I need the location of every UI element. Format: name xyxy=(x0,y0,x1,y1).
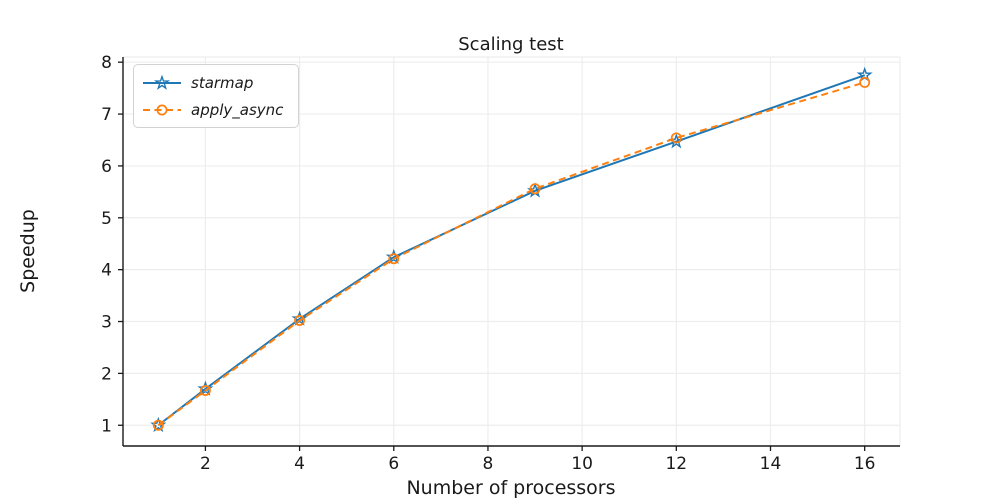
apply-async-line-sample-icon xyxy=(143,104,181,115)
circle-marker-apply_async xyxy=(529,183,541,195)
y-tick-label: 8 xyxy=(101,53,112,73)
series-line-apply_async xyxy=(157,81,865,427)
y-tick-label: 6 xyxy=(101,157,112,177)
circle-marker-apply_async xyxy=(388,253,400,265)
legend-item-starmap: starmap xyxy=(143,74,292,92)
y-tick-label: 2 xyxy=(101,364,112,384)
x-tick-label: 2 xyxy=(200,454,211,474)
circle-marker-apply_async xyxy=(199,385,211,396)
y-tick-label: 7 xyxy=(101,105,112,125)
circle-marker-apply_async xyxy=(294,315,306,326)
circle-marker-apply_async xyxy=(670,132,682,144)
grid-layer xyxy=(123,56,901,446)
series-layer xyxy=(150,66,873,433)
circle-marker-apply_async xyxy=(152,419,164,431)
y-axis-label: Speedup xyxy=(17,209,39,293)
legend: starmap apply_async xyxy=(133,64,299,128)
x-tick-label: 8 xyxy=(483,454,494,474)
legend-sample-marker xyxy=(156,104,168,115)
x-tick-label: 14 xyxy=(760,454,782,474)
circle-marker-apply_async xyxy=(859,76,871,88)
y-tick-label: 4 xyxy=(101,261,112,281)
legend-sample-marker xyxy=(153,74,171,90)
legend-label-apply-async: apply_async xyxy=(191,100,284,119)
starmap-line-sample-icon xyxy=(143,74,181,90)
y-tick-label: 5 xyxy=(101,209,112,229)
x-tick-label: 4 xyxy=(294,454,305,474)
x-axis-label: Number of processors xyxy=(406,477,615,499)
chart-title: Scaling test xyxy=(458,34,563,55)
x-tick-label: 16 xyxy=(854,454,876,474)
legend-label-starmap: starmap xyxy=(191,73,254,92)
x-tick-label: 10 xyxy=(571,454,593,474)
y-tick-label: 3 xyxy=(101,313,112,333)
series-line-starmap xyxy=(157,74,866,427)
x-tick-label: 12 xyxy=(665,454,687,474)
y-tick-label: 1 xyxy=(101,416,112,436)
x-tick-label: 6 xyxy=(388,454,399,474)
legend-item-apply-async: apply_async xyxy=(143,101,292,119)
